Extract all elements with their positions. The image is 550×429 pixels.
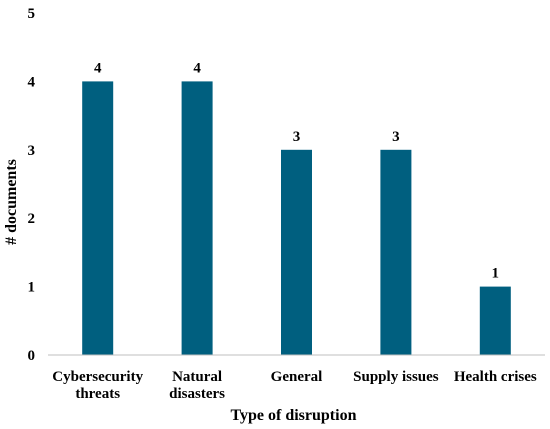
bars <box>82 81 511 356</box>
y-tick-label: 3 <box>28 143 36 159</box>
category-label: General <box>271 369 323 385</box>
category-label: threats <box>75 386 120 402</box>
category-label: Supply issues <box>353 369 439 385</box>
data-labels: 4 4 3 3 1 <box>94 60 499 281</box>
bar <box>479 286 511 355</box>
y-tick-label: 1 <box>28 280 36 296</box>
y-axis-title: # documents <box>3 159 20 245</box>
bar <box>181 81 213 356</box>
category-label: Natural <box>172 369 222 385</box>
y-tick-label: 4 <box>28 74 36 90</box>
category-label: Cybersecurity <box>52 369 143 385</box>
bar <box>380 149 412 355</box>
data-label: 4 <box>94 60 102 76</box>
data-label: 3 <box>392 129 400 145</box>
category-label: Health crises <box>454 369 537 385</box>
data-label: 1 <box>492 266 500 282</box>
bar <box>82 81 114 356</box>
y-axis-ticks: 0 1 2 3 4 5 <box>28 6 36 364</box>
data-label: 3 <box>293 129 301 145</box>
bar <box>281 149 312 355</box>
y-tick-label: 2 <box>28 211 36 227</box>
data-label: 4 <box>193 60 201 76</box>
y-tick-label: 5 <box>28 6 36 22</box>
x-axis-title: Type of disruption <box>231 407 357 424</box>
category-label: disasters <box>169 386 225 402</box>
y-tick-label: 0 <box>28 348 36 364</box>
